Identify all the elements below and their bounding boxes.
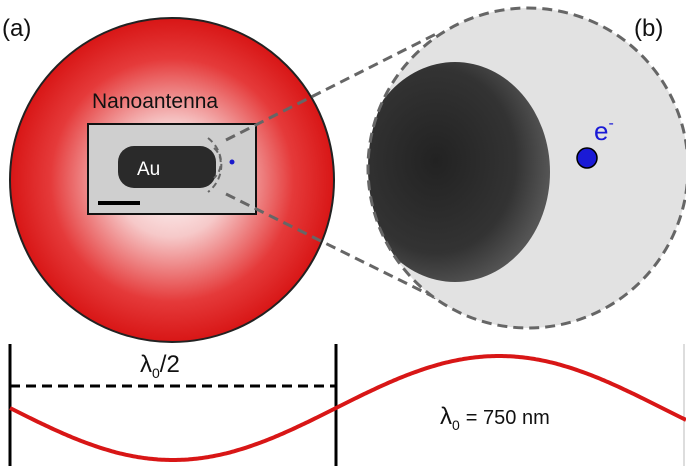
wavelength-label: λ0= 750 nm: [440, 403, 550, 433]
figure: (a) Nanoantenna Au (b) e- λ0/2 λ0= 750 n…: [0, 0, 686, 468]
au-label: Au: [137, 159, 160, 180]
page: (a) Nanoantenna Au (b) e- λ0/2 λ0= 750 n…: [0, 0, 686, 468]
electron-dot: [577, 148, 597, 168]
panel-label: (a): [2, 15, 31, 42]
electron-dot-small: [230, 160, 235, 165]
half-wavelength-label: λ0/2: [140, 351, 180, 381]
particle: [118, 146, 216, 188]
wave: [10, 356, 686, 460]
panel-label: (b): [634, 15, 663, 42]
nanoantenna-label: Nanoantenna: [92, 90, 218, 113]
